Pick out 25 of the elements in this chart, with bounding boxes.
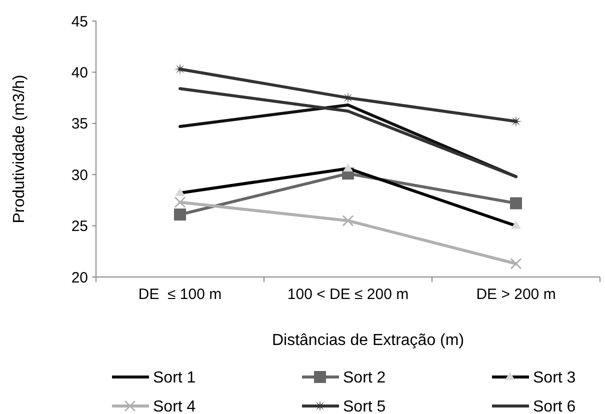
point [510, 197, 522, 210]
point [174, 196, 186, 208]
y-tick-label: 20 [71, 269, 88, 286]
point [174, 208, 186, 221]
legend-label: Sort 6 [533, 398, 576, 414]
x-tick-label: DE > 200 m [476, 286, 556, 303]
x-tick-label: DE ≤ 100 m [138, 286, 222, 303]
x-axis-title: Distâncias de Extração (m) [272, 332, 464, 349]
y-tick-label: 40 [71, 64, 88, 82]
point [510, 115, 522, 128]
y-tick-label: 30 [71, 166, 88, 184]
legend-label: Sort 3 [533, 370, 576, 387]
point [174, 63, 186, 76]
y-tick-label: 35 [71, 116, 88, 133]
y-axis-title: Produtividade (m3/h) [11, 74, 28, 224]
y-tick-label: 45 [71, 13, 88, 30]
point [342, 92, 354, 104]
legend-label: Sort 2 [343, 370, 386, 387]
point [510, 258, 522, 270]
x-tick-label: 100 < DE ≤ 200 m [287, 286, 409, 303]
point [342, 214, 354, 226]
legend-label: Sort 4 [153, 398, 196, 414]
legend-label: Sort 5 [343, 398, 386, 414]
y-tick-label: 25 [71, 218, 88, 236]
legend-label: Sort 1 [153, 370, 196, 387]
